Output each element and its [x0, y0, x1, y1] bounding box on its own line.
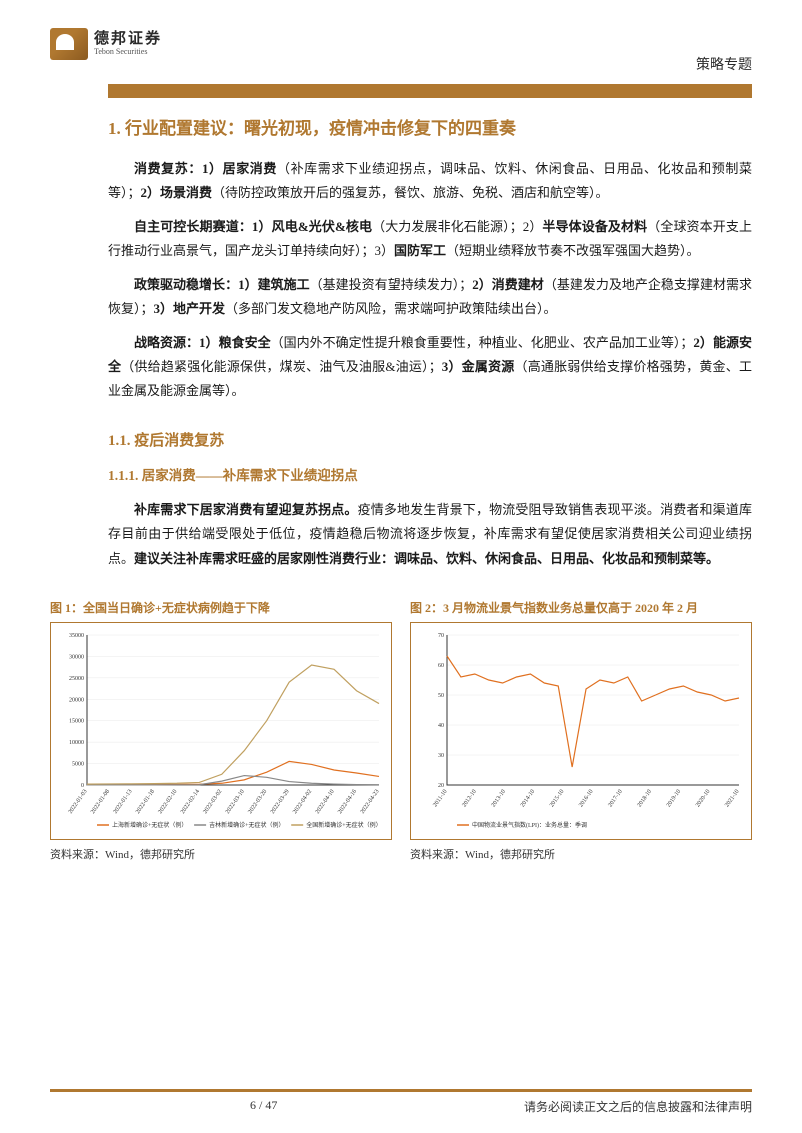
section-title: 1. 行业配置建议：曙光初现，疫情冲击修复下的四重奏	[108, 114, 752, 139]
p4-body: （国内外不确定性提升粮食重要性，种植业、化肥业、农产品加工业等）；	[271, 335, 694, 350]
svg-text:2022-01-13: 2022-01-13	[113, 788, 134, 814]
svg-text:30: 30	[438, 753, 444, 759]
para-4: 战略资源：1）粮食安全（国内外不确定性提升粮食重要性，种植业、化肥业、农产品加工…	[108, 331, 752, 403]
svg-text:40: 40	[438, 723, 444, 729]
p3-body: （基建投资有望持续发力）；	[310, 277, 473, 292]
subsub-title: 1.1.1. 居家消费——补库需求下业绩迎拐点	[108, 464, 752, 484]
svg-text:2011-10: 2011-10	[432, 788, 448, 808]
logo-en: Tebon Securities	[94, 48, 162, 57]
svg-text:2022-01-08: 2022-01-08	[90, 788, 111, 814]
chart-2-block: 图 2：3 月物流业景气指数业务总量仅高于 2020 年 2 月 20 30 40 5…	[410, 599, 752, 862]
chart-1-box: 0 5000 10000 15000 20000 25000 30000 35000 2022-…	[50, 622, 392, 840]
chart-2-title: 图 2：3 月物流业景气指数业务总量仅高于 2020 年 2 月	[410, 599, 752, 616]
p2-lead3: 国防军工	[394, 243, 446, 258]
logo-cn: 德邦证券	[94, 31, 162, 48]
para-5: 补库需求下居家消费有望迎复苏拐点。疫情多地发生背景下，物流受阻导致销售表现平淡。…	[108, 498, 752, 570]
svg-text:70: 70	[438, 633, 444, 639]
header: 德邦证券 Tebon Securities 策略专题	[50, 28, 752, 74]
svg-text:中国物流业景气指数(LPI)：业务总量：季调: 中国物流业景气指数(LPI)：业务总量：季调	[472, 821, 587, 829]
p1-lead2: 2）场景消费	[141, 185, 213, 200]
svg-text:2017-10: 2017-10	[607, 788, 623, 808]
svg-text:5000: 5000	[72, 761, 84, 767]
svg-text:2020-10: 2020-10	[695, 788, 711, 808]
svg-text:2022-03-10: 2022-03-10	[225, 788, 246, 814]
svg-text:2013-10: 2013-10	[491, 788, 507, 808]
svg-text:全国新增确诊+无症状（例）: 全国新增确诊+无症状（例）	[306, 821, 381, 829]
charts-row: 图 1：全国当日确诊+无症状病例趋于下降 0 5000 10000 15000 2000…	[50, 599, 752, 862]
logo-icon	[50, 28, 88, 60]
svg-text:2019-10: 2019-10	[666, 788, 682, 808]
chart-1-title: 图 1：全国当日确诊+无症状病例趋于下降	[50, 599, 392, 616]
p2-lead: 自主可控长期赛道：1）风电&光伏&核电	[134, 219, 372, 234]
svg-text:2022-01-03: 2022-01-03	[68, 788, 89, 814]
svg-text:2022-02-10: 2022-02-10	[158, 788, 179, 814]
svg-text:2022-03-20: 2022-03-20	[247, 788, 268, 814]
chart-2-source: 资料来源：Wind，德邦研究所	[410, 846, 752, 862]
svg-text:0: 0	[81, 783, 84, 789]
page: 德邦证券 Tebon Securities 策略专题 1. 行业配置建议：曙光初…	[0, 0, 802, 1133]
svg-text:2016-10: 2016-10	[578, 788, 594, 808]
p3-lead: 政策驱动稳增长：1）建筑施工	[134, 277, 310, 292]
svg-text:15000: 15000	[69, 718, 84, 724]
svg-text:上海新增确诊+无症状（例）: 上海新增确诊+无症状（例）	[112, 821, 187, 829]
p4-lead3: 3）金属资源	[442, 359, 515, 374]
p1-body2: （待防控政策放开后的强复苏，餐饮、旅游、免税、酒店和航空等）。	[212, 185, 609, 200]
p4-body2: （供给趋紧强化能源保供，煤炭、油气及油服&油运）；	[121, 359, 442, 374]
svg-text:25000: 25000	[69, 675, 84, 681]
svg-text:2022-04-16: 2022-04-16	[337, 788, 358, 814]
disclaimer: 请务必阅读正文之后的信息披露和法律声明	[524, 1098, 752, 1115]
svg-text:2014-10: 2014-10	[520, 788, 536, 808]
svg-text:2022-01-18: 2022-01-18	[135, 788, 156, 814]
svg-text:2022-03-29: 2022-03-29	[270, 788, 291, 814]
doc-type: 策略专题	[696, 54, 752, 74]
accent-bar	[108, 84, 752, 98]
p3-lead2: 2）消费建材	[472, 277, 544, 292]
svg-text:50: 50	[438, 693, 444, 699]
svg-text:2022-04-10: 2022-04-10	[315, 788, 336, 814]
svg-text:2021-10: 2021-10	[724, 788, 740, 808]
footer: 6 / 47 请务必阅读正文之后的信息披露和法律声明	[50, 1089, 752, 1115]
para-1: 消费复苏：1）居家消费（补库需求下业绩迎拐点，调味品、饮料、休闲食品、日用品、化…	[108, 157, 752, 205]
svg-text:60: 60	[438, 663, 444, 669]
svg-text:2012-10: 2012-10	[461, 788, 477, 808]
p2-body3: （短期业绩释放节奏不改强军强国大趋势）。	[446, 243, 700, 258]
chart-2-box: 20 30 40 50 60 70 2011-10 2012-10 2013-10 2014-10…	[410, 622, 752, 840]
p3-body3: （多部门发文稳地产防风险，需求端呵护政策陆续出台）。	[225, 301, 557, 316]
svg-text:20: 20	[438, 783, 444, 789]
svg-text:吉林新增确诊+无症状（例）: 吉林新增确诊+无症状（例）	[209, 821, 284, 829]
logo-block: 德邦证券 Tebon Securities	[50, 28, 162, 60]
p5-lead: 补库需求下居家消费有望迎复苏拐点。	[134, 502, 358, 517]
p5-bold2: 建议关注补库需求旺盛的居家刚性消费行业：调味品、饮料、休闲食品、日用品、化妆品和…	[134, 551, 719, 566]
svg-text:35000: 35000	[69, 633, 84, 639]
logo-text: 德邦证券 Tebon Securities	[94, 31, 162, 56]
svg-text:20000: 20000	[69, 697, 84, 703]
p3-lead3: 3）地产开发	[154, 301, 226, 316]
para-2: 自主可控长期赛道：1）风电&光伏&核电（大力发展非化石能源）；2）半导体设备及材…	[108, 215, 752, 263]
chart-2-svg: 20 30 40 50 60 70 2011-10 2012-10 2013-10 2014-10…	[417, 629, 745, 833]
chart-1-svg: 0 5000 10000 15000 20000 25000 30000 35000 2022-…	[57, 629, 385, 833]
page-number: 6 / 47	[250, 1098, 277, 1115]
svg-text:30000: 30000	[69, 654, 84, 660]
p2-lead2: 半导体设备及材料	[542, 219, 647, 234]
svg-text:2022-04-23: 2022-04-23	[360, 788, 381, 814]
svg-text:2022-03-02: 2022-03-02	[202, 788, 223, 814]
svg-text:2022-02-14: 2022-02-14	[180, 788, 201, 814]
chart-1-block: 图 1：全国当日确诊+无症状病例趋于下降 0 5000 10000 15000 2000…	[50, 599, 392, 862]
svg-text:2022-04-02: 2022-04-02	[292, 788, 313, 814]
p2-body: （大力发展非化石能源）；2）	[372, 219, 542, 234]
para-3: 政策驱动稳增长：1）建筑施工（基建投资有望持续发力）；2）消费建材（基建发力及地…	[108, 273, 752, 321]
subsection-title: 1.1. 疫后消费复苏	[108, 429, 752, 450]
svg-text:10000: 10000	[69, 740, 84, 746]
chart-1-source: 资料来源：Wind，德邦研究所	[50, 846, 392, 862]
p4-lead: 战略资源：1）粮食安全	[134, 335, 271, 350]
p1-lead: 消费复苏：1）居家消费	[134, 161, 277, 176]
svg-text:2015-10: 2015-10	[549, 788, 565, 808]
svg-text:2018-10: 2018-10	[637, 788, 653, 808]
content: 1. 行业配置建议：曙光初现，疫情冲击修复下的四重奏 消费复苏：1）居家消费（补…	[50, 114, 752, 862]
